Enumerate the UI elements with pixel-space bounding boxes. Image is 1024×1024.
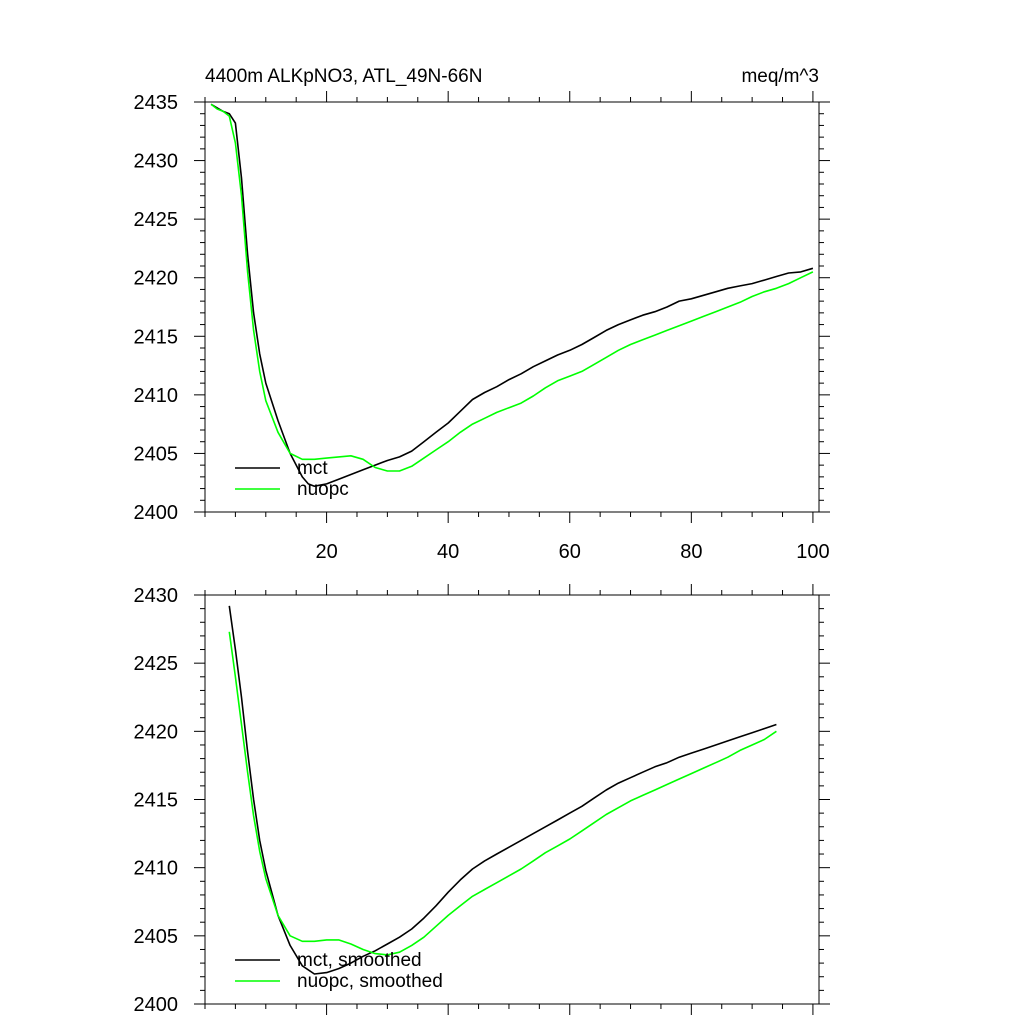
panel-bottom: 2400 2405 2410 2415 2420 2425 2430 mct, smoothe…: [134, 584, 830, 1016]
y-tick-label: 2415: [134, 326, 179, 348]
y-tick-label: 2400: [134, 502, 179, 524]
x-tick-label: 60: [559, 541, 581, 563]
legend-label: nuopc, smoothed: [297, 971, 443, 992]
panel-top: 2400 2405 2410 2415 2420 2425 2430 2435 20 40 60 80…: [134, 66, 830, 563]
y-tick-label: 2430: [134, 585, 179, 607]
y-tick-label: 2430: [134, 151, 179, 173]
y-tick-label: 2410: [134, 858, 179, 880]
legend-label: mct, smoothed: [297, 950, 422, 971]
x-tick-label: 20: [315, 541, 337, 563]
y-tick-label: 2415: [134, 790, 179, 812]
y-tick-label: 2410: [134, 385, 179, 407]
y-tick-label: 2405: [134, 926, 179, 948]
y-tick-label: 2420: [134, 721, 179, 743]
chart-title: 4400m ALKpNO3, ATL_49N-66N: [205, 66, 482, 87]
x-tick-label: 40: [437, 541, 459, 563]
y-tick-label: 2435: [134, 92, 179, 114]
series-line-mct: [210, 103, 814, 487]
y-tick-label: 2425: [134, 209, 179, 231]
legend-label: nuopc: [297, 479, 349, 500]
chart-units: meq/m^3: [741, 66, 819, 87]
series-line-nuopc: [210, 103, 814, 472]
plot-frame: [204, 101, 820, 513]
plot-frame: [204, 594, 820, 1005]
series-line-mct-smoothed: [228, 605, 777, 975]
y-tick-label: 2400: [134, 994, 179, 1016]
x-tick-label: 100: [796, 541, 829, 563]
y-tick-label: 2405: [134, 443, 179, 465]
legend-label: mct: [297, 458, 328, 479]
y-tick-label: 2425: [134, 653, 179, 675]
y-tick-label: 2420: [134, 268, 179, 290]
series-line-nuopc-smoothed: [228, 631, 777, 956]
x-tick-label: 80: [680, 541, 702, 563]
